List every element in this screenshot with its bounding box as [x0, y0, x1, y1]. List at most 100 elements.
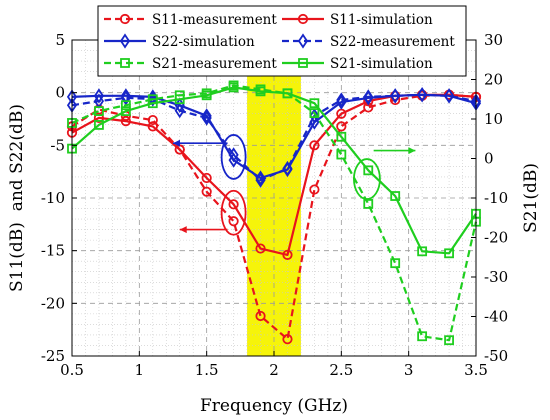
data-point [309, 98, 320, 109]
x-tick-label: 3.5 [464, 361, 488, 379]
data-point [94, 120, 104, 130]
data-point [255, 170, 266, 186]
annotation-arrowhead [179, 226, 187, 234]
right-y-tick-label: -10 [484, 189, 508, 207]
data-point [93, 112, 105, 124]
left-y-tick-label: 0 [55, 84, 65, 102]
series-line [71, 86, 477, 255]
data-point [444, 335, 454, 346]
right-y-tick-label: -40 [484, 308, 508, 326]
annotation-arrowhead [408, 147, 416, 155]
series-line [71, 84, 478, 342]
x-tick-label: 1.5 [195, 361, 219, 379]
legend-label: S21-simulation [330, 56, 433, 72]
data-point [336, 131, 347, 142]
data-point [120, 90, 131, 106]
data-point [201, 108, 212, 124]
data-point [444, 248, 454, 259]
legend-label: S21-measurement [152, 56, 277, 72]
legend-label: S22-simulation [152, 34, 255, 50]
x-tick-label: 2 [269, 361, 279, 379]
data-point [417, 331, 428, 342]
annotation-layer [173, 134, 416, 236]
left-y-tick-label: -15 [41, 242, 65, 260]
data-point [309, 184, 320, 195]
data-point [201, 186, 212, 197]
data-point [309, 108, 320, 118]
data-point [363, 165, 374, 176]
data-point [120, 106, 131, 116]
x-tick-label: 2.5 [329, 361, 353, 379]
data-point [147, 91, 158, 107]
data-point [363, 89, 374, 105]
legend: S11-measurement S11-simulation S22-simulat… [97, 5, 467, 77]
data-point [309, 140, 320, 151]
right-y-tick-label: -50 [484, 347, 508, 365]
series-layer [66, 80, 482, 346]
data-point [147, 121, 158, 132]
data-point [174, 102, 185, 119]
data-point [298, 58, 308, 68]
data-point [282, 249, 293, 260]
annotation-ellipse-s21 [353, 158, 381, 200]
annotation-ellipse-s11 [220, 189, 247, 236]
x-tick-label: 1 [135, 361, 145, 379]
data-point [255, 172, 266, 188]
right-y-tick-label: 0 [484, 150, 494, 168]
left-y-tick-label: -25 [41, 347, 65, 365]
data-point [390, 191, 401, 201]
data-point [147, 114, 158, 126]
data-point [282, 160, 293, 177]
data-point [201, 90, 212, 101]
data-point [255, 86, 266, 97]
x-tick-label: 0.5 [60, 361, 84, 379]
right-y-tick-label: -20 [484, 229, 508, 247]
data-point [309, 114, 320, 130]
data-point [119, 13, 131, 25]
data-point [297, 33, 309, 49]
data-point [120, 116, 131, 127]
data-point [336, 92, 347, 108]
data-point [417, 87, 428, 103]
right-y-tick-label: 20 [484, 71, 503, 89]
data-point [119, 33, 131, 49]
left-y-tick-label: -10 [41, 189, 65, 207]
data-point [336, 121, 347, 132]
annotation-arrowhead [173, 139, 180, 147]
data-point [255, 310, 266, 322]
right-y-tick-label: 10 [484, 110, 503, 128]
left-y-tick-label: -20 [41, 294, 65, 312]
left-y-axis-label: S11(dB) and S22(dB) [7, 104, 27, 292]
data-point [309, 108, 320, 124]
legend-label: S22-measurement [330, 34, 455, 50]
data-point [255, 243, 266, 254]
data-point [336, 149, 347, 160]
data-point [443, 88, 455, 104]
data-point [120, 58, 130, 68]
legend-label: S11-measurement [152, 12, 277, 28]
right-y-tick-label: -30 [484, 268, 508, 286]
data-point [147, 98, 158, 109]
data-point [201, 172, 212, 184]
series-line [71, 93, 477, 182]
data-point [228, 216, 239, 227]
data-point [363, 199, 374, 209]
x-axis-label: Frequency (GHz) [200, 396, 348, 416]
data-point [390, 258, 401, 269]
data-point [174, 94, 185, 105]
data-point [228, 199, 239, 210]
data-point [297, 13, 309, 25]
data-point [390, 88, 401, 104]
left-y-tick-label: -5 [50, 136, 65, 154]
right-y-tick-label: 30 [484, 31, 503, 49]
data-point [228, 82, 239, 93]
data-point [282, 88, 293, 99]
left-y-tick-label: 5 [55, 31, 65, 49]
data-point [228, 147, 239, 163]
data-point [282, 334, 293, 345]
data-point [201, 110, 212, 126]
data-point [94, 106, 104, 116]
legend-label: S11-simulation [330, 12, 433, 28]
right-y-axis-label: S21(dB) [521, 163, 541, 233]
